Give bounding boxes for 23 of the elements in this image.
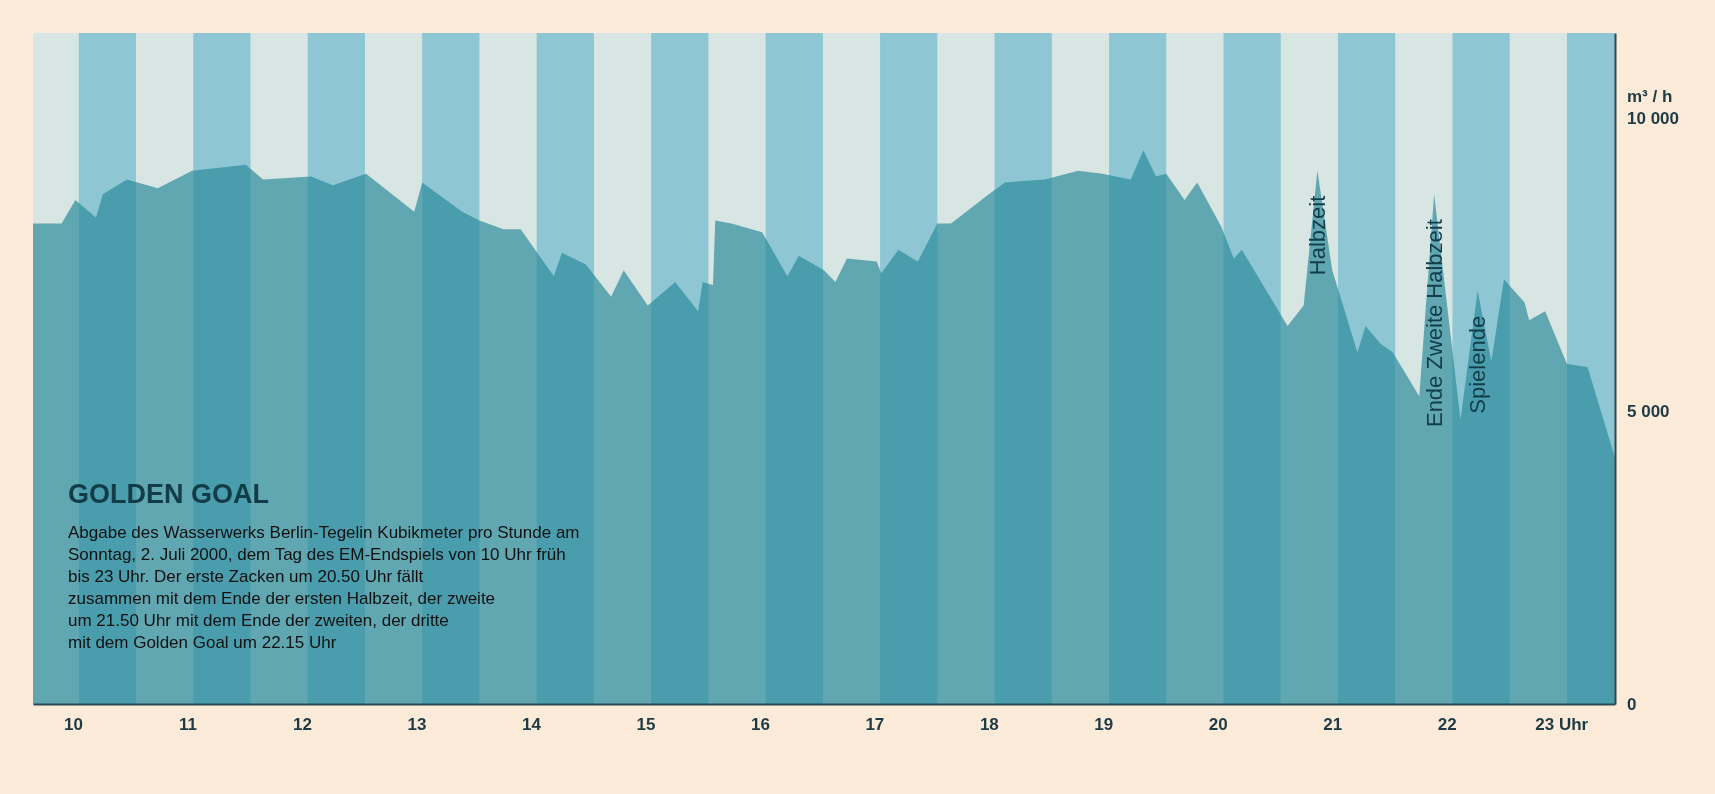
x-tick-label: 20 <box>1208 715 1228 735</box>
x-tick-label: 21 <box>1323 715 1343 735</box>
x-tick-label: 14 <box>521 715 542 735</box>
x-tick-label: 13 <box>407 715 427 735</box>
x-tick-label: 19 <box>1094 715 1114 735</box>
x-tick-label: 11 <box>179 715 198 735</box>
y-tick-label: 10 000 <box>1627 108 1679 128</box>
y-axis-title: m³ / h <box>1627 86 1673 106</box>
x-tick-label: 10 <box>64 715 84 735</box>
annotation: Ende Zweite Halbzeit <box>1421 219 1447 428</box>
y-tick-label: 0 <box>1627 694 1637 714</box>
x-tick-label: 12 <box>293 715 312 735</box>
annotation: Spielende <box>1465 315 1491 414</box>
x-tick-label: 18 <box>979 715 999 735</box>
text: GOLDEN GOAL <box>68 479 269 509</box>
x-tick-label: 16 <box>750 715 770 735</box>
x-tick-label: 22 <box>1437 715 1457 735</box>
x-tick-label: 15 <box>636 715 656 735</box>
x-tick-label: 17 <box>865 715 885 735</box>
y-tick-label: 5 000 <box>1627 401 1670 421</box>
text: Abgabe des Wasserwerks Berlin-Tegelin Kubikmeter pro Stunde am Sonntag, 2. Juli 2000, dem Tag des EM-Endspiels von 10 Uhr früh bis 23 Uhr. Der erste Zacken um 20.50 Uhr fällt zusammen mit dem Ende der ersten Halbzeit, der zweite um 21.50 Uhr mit dem Ende der zweiten, der dritte mit dem Golden Goal um 22.15 Uhr <box>68 523 580 652</box>
x-tick-label: 23 Uhr <box>1535 715 1589 735</box>
annotation: Halbzeit <box>1305 195 1331 276</box>
